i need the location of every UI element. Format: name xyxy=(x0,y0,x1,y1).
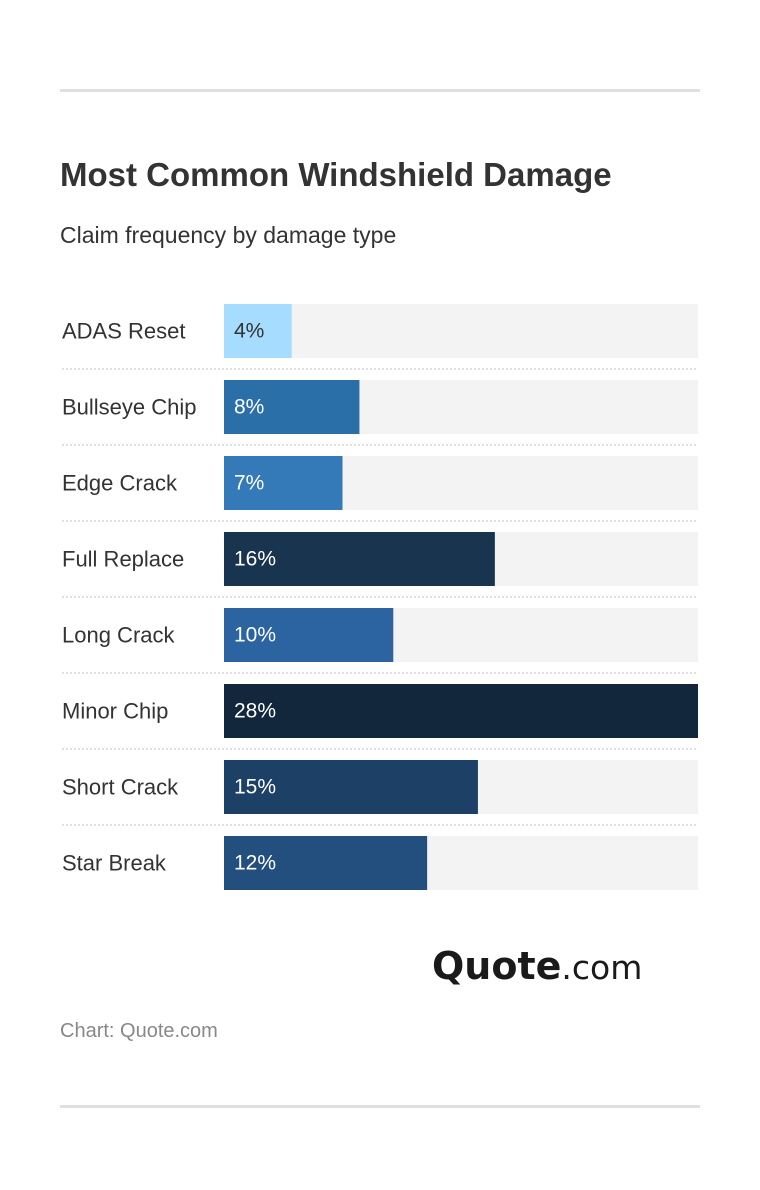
bar-chart: ADAS Reset 4% Bullseye Chip 8% Edge Crack 7% F… xyxy=(62,304,698,890)
value-label: 15% xyxy=(234,776,276,799)
bar xyxy=(224,304,292,358)
logo-tld-text: .com xyxy=(561,948,643,987)
value-label: 10% xyxy=(234,624,276,647)
chart-subtitle: Claim frequency by damage type xyxy=(60,222,397,248)
chart-title: Most Common Windshield Damage xyxy=(60,156,612,193)
bar-row: Edge Crack 7% xyxy=(62,456,698,522)
bar xyxy=(224,380,360,434)
category-label: Short Crack xyxy=(62,775,179,800)
bar-row: Bullseye Chip 8% xyxy=(62,380,698,446)
chart-source: Chart: Quote.com xyxy=(60,1020,218,1042)
logo-brand-text: Quote xyxy=(432,944,562,988)
bar xyxy=(224,532,495,586)
category-label: Minor Chip xyxy=(62,699,168,724)
category-label: Full Replace xyxy=(62,547,184,572)
value-label: 4% xyxy=(234,320,264,343)
top-divider xyxy=(60,89,700,92)
bar-row: Minor Chip 28% xyxy=(62,684,698,750)
value-label: 8% xyxy=(234,396,264,419)
category-label: ADAS Reset xyxy=(62,319,186,344)
bar xyxy=(224,456,343,510)
bar-row: ADAS Reset 4% xyxy=(62,304,698,370)
bar-track xyxy=(224,304,698,358)
bar xyxy=(224,836,428,890)
bar-row: Short Crack 15% xyxy=(62,760,698,826)
category-label: Edge Crack xyxy=(62,471,178,496)
category-label: Long Crack xyxy=(62,623,176,648)
quote-logo: Quote.com xyxy=(432,944,642,988)
bar-row: Full Replace 16% xyxy=(62,532,698,598)
value-label: 28% xyxy=(234,700,276,723)
value-label: 7% xyxy=(234,472,264,495)
value-label: 12% xyxy=(234,852,276,875)
bar xyxy=(224,684,698,738)
value-label: 16% xyxy=(234,548,276,571)
bar-row: Long Crack 10% xyxy=(62,608,698,674)
category-label: Star Break xyxy=(62,851,167,876)
category-label: Bullseye Chip xyxy=(62,395,197,420)
bar xyxy=(224,760,478,814)
bar-row: Star Break 12% xyxy=(62,836,698,890)
bar xyxy=(224,608,394,662)
bottom-divider xyxy=(60,1105,700,1108)
